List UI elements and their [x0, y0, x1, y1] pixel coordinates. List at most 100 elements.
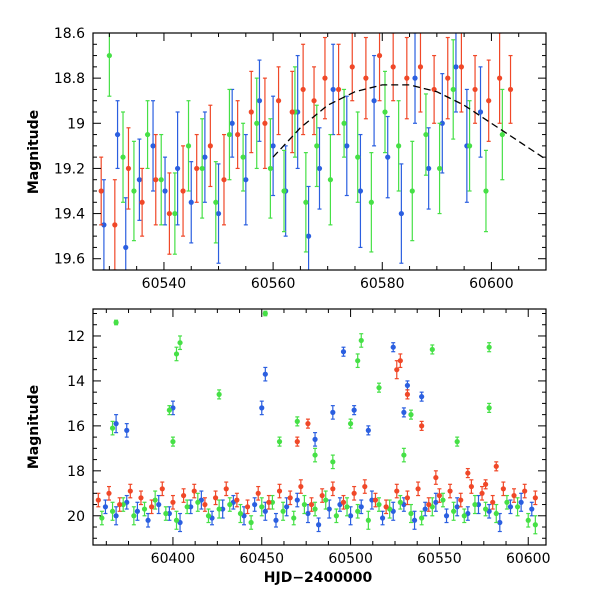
bottom-data-point — [522, 488, 528, 494]
bottom-data-point — [330, 459, 336, 465]
bottom-y-tick-label: 18 — [67, 464, 85, 480]
top-data-point — [174, 165, 181, 172]
bottom-data-point — [447, 488, 453, 494]
top-y-tick-label: 19.6 — [54, 252, 85, 268]
top-data-point — [101, 222, 107, 228]
top-data-point — [382, 109, 388, 115]
top-data-point — [330, 86, 336, 93]
bottom-x-tick-label: 60550 — [417, 551, 462, 567]
top-data-point — [385, 154, 391, 160]
bottom-y-tick-label: 12 — [67, 329, 85, 345]
top-data-point — [270, 143, 276, 149]
bottom-data-point — [440, 497, 446, 503]
top-series-2 — [98, 33, 514, 270]
bottom-data-point — [323, 497, 329, 503]
top-data-point — [436, 165, 443, 172]
bottom-data-point — [305, 421, 311, 427]
top-data-point — [172, 210, 178, 217]
top-y-tick-label: 18.6 — [54, 26, 85, 42]
bottom-data-point — [294, 418, 300, 424]
top-data-point — [404, 75, 410, 81]
bottom-data-point — [419, 515, 425, 521]
bottom-data-point — [298, 483, 304, 490]
top-data-point — [314, 143, 320, 149]
bottom-panel: 60400 60450 60500 60550 60600 12 14 16 18 20 Magn… — [26, 308, 551, 586]
bottom-data-point — [397, 358, 403, 364]
bottom-data-point — [461, 513, 467, 519]
top-data-point — [507, 86, 514, 93]
top-data-point — [202, 154, 208, 160]
top-data-point — [256, 98, 263, 104]
bottom-data-point — [131, 513, 137, 519]
bottom-data-point — [355, 358, 361, 364]
top-y-tick-label: 18.8 — [54, 71, 85, 87]
top-plot-area — [98, 33, 546, 270]
top-data-point — [188, 199, 194, 205]
bottom-series-2 — [95, 353, 538, 515]
bottom-data-point — [394, 367, 400, 373]
top-data-point — [390, 64, 396, 70]
top-data-point — [426, 165, 432, 172]
bottom-data-point — [262, 310, 268, 317]
bottom-x-tick-label: 60450 — [239, 551, 284, 567]
bottom-data-point — [269, 499, 276, 505]
bottom-data-point — [173, 351, 180, 357]
bottom-data-point — [475, 501, 482, 508]
bottom-data-point — [141, 506, 148, 512]
top-data-point — [398, 210, 404, 217]
bottom-data-point — [330, 486, 336, 492]
bottom-data-point — [134, 508, 141, 514]
bottom-data-point — [408, 510, 414, 517]
bottom-data-point — [390, 344, 396, 350]
bottom-data-point — [490, 499, 496, 505]
top-data-point — [458, 64, 465, 70]
bottom-data-point — [308, 501, 315, 508]
bottom-data-point — [415, 486, 421, 492]
bottom-data-point — [312, 506, 318, 512]
bottom-data-point — [514, 504, 521, 510]
bottom-data-point — [383, 504, 389, 510]
bottom-data-point — [333, 513, 339, 519]
bottom-data-point — [262, 508, 268, 514]
top-data-point — [106, 52, 112, 59]
bottom-data-point — [507, 504, 514, 510]
top-data-point — [396, 143, 402, 149]
bottom-data-point — [124, 427, 130, 433]
bottom-data-point — [113, 319, 119, 326]
top-data-point — [341, 120, 347, 126]
top-data-point — [453, 64, 459, 70]
bottom-data-point — [422, 506, 428, 512]
top-data-point — [483, 188, 489, 194]
top-data-point — [281, 188, 287, 194]
bottom-data-point — [518, 499, 524, 505]
bottom-data-point — [259, 504, 265, 510]
top-data-point — [114, 131, 121, 138]
bottom-data-point — [351, 490, 357, 496]
bottom-data-point — [454, 439, 460, 445]
bottom-data-point — [181, 492, 187, 499]
top-data-point — [327, 177, 334, 183]
bottom-data-point — [252, 501, 258, 508]
top-data-point — [311, 98, 317, 104]
top-data-point — [450, 86, 456, 93]
top-data-point — [439, 120, 445, 126]
bottom-data-point — [493, 510, 499, 517]
top-data-point — [199, 165, 205, 172]
top-data-point — [229, 120, 235, 126]
bottom-data-point — [365, 517, 371, 523]
bottom-x-tick-label: 60400 — [151, 551, 196, 567]
bottom-data-point — [166, 510, 172, 517]
bottom-data-point — [429, 346, 435, 353]
bottom-data-point — [184, 504, 190, 510]
top-y-tick-label: 19 — [67, 116, 85, 132]
bottom-data-point — [369, 497, 375, 503]
bottom-data-point — [138, 495, 144, 501]
bottom-data-point — [152, 497, 158, 503]
top-data-point — [207, 143, 213, 149]
bottom-x-axis-title: HJD−2400000 — [264, 570, 373, 586]
top-data-point — [226, 131, 233, 138]
bottom-data-point — [433, 474, 439, 481]
bottom-data-point — [483, 481, 489, 487]
bottom-data-point — [109, 508, 116, 514]
bottom-data-point — [376, 501, 382, 508]
